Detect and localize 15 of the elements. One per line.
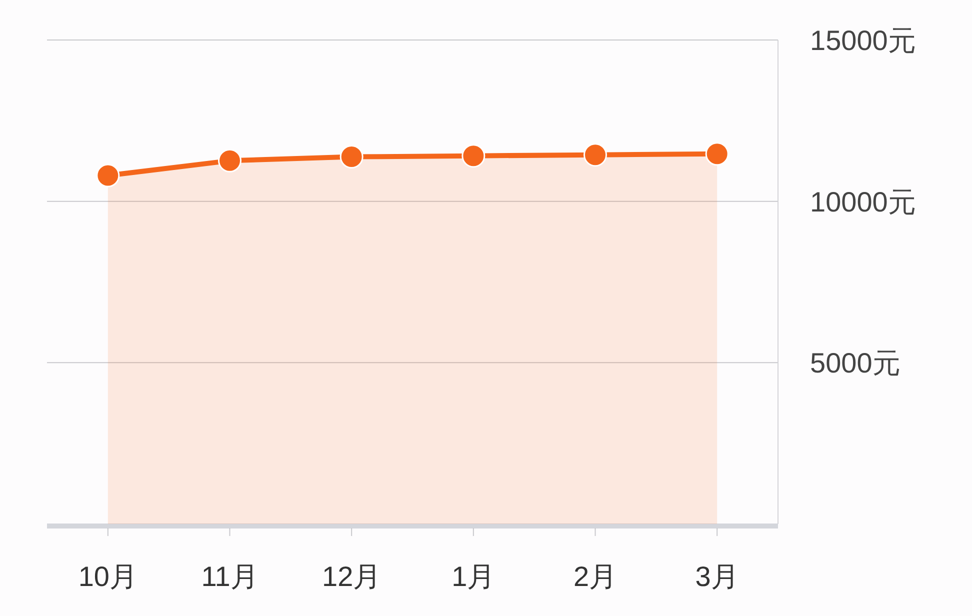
point bbox=[584, 143, 607, 167]
x-tick-label: 1月 bbox=[452, 561, 496, 592]
x-tick-label: 11月 bbox=[201, 561, 258, 592]
y-tick-label: 10000元 bbox=[810, 186, 916, 218]
point bbox=[462, 144, 486, 168]
point bbox=[705, 142, 729, 166]
x-tick-label: 10月 bbox=[78, 561, 138, 592]
point bbox=[96, 164, 120, 188]
point bbox=[218, 148, 242, 172]
x-tick-label: 2月 bbox=[573, 561, 618, 592]
x-tick-label: 12月 bbox=[322, 561, 382, 592]
y-tick-label: 15000元 bbox=[810, 25, 916, 56]
y-tick-label: 5000元 bbox=[810, 348, 900, 379]
x-tick-label: 3月 bbox=[695, 561, 739, 592]
point bbox=[340, 145, 364, 169]
